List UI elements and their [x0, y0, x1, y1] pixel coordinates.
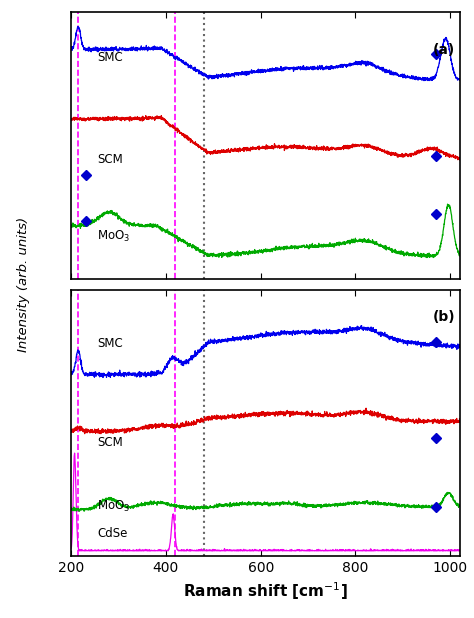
Text: SMC: SMC: [97, 337, 123, 350]
Text: MoO$_3$: MoO$_3$: [97, 499, 130, 514]
Text: CdSe: CdSe: [97, 527, 128, 540]
Text: MoO$_3$: MoO$_3$: [97, 229, 130, 243]
Text: SCM: SCM: [97, 153, 123, 166]
Text: Intensity (arb. units): Intensity (arb. units): [17, 217, 29, 352]
Text: (b): (b): [432, 310, 455, 324]
Text: SCM: SCM: [97, 436, 123, 449]
X-axis label: Raman shift [cm$^{-1}$]: Raman shift [cm$^{-1}$]: [183, 581, 348, 603]
Text: (a): (a): [433, 43, 455, 57]
Text: SMC: SMC: [97, 51, 123, 64]
